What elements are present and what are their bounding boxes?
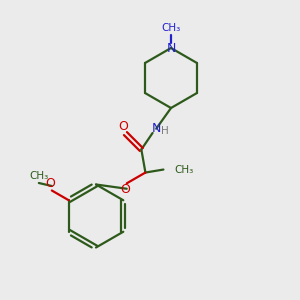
Text: O: O <box>45 177 55 190</box>
Text: N: N <box>166 41 176 55</box>
Text: CH₃: CH₃ <box>161 23 181 33</box>
Text: O: O <box>119 121 129 134</box>
Text: CH₃: CH₃ <box>29 171 49 182</box>
Text: O: O <box>120 183 130 196</box>
Text: CH₃: CH₃ <box>175 164 194 175</box>
Text: N: N <box>152 122 161 135</box>
Text: H: H <box>161 126 169 136</box>
